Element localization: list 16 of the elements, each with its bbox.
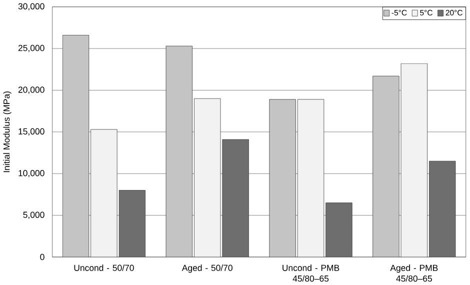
y-axis-title: Initial Modulus (MPa)	[3, 92, 12, 172]
y-tick-label: 25,000	[18, 44, 44, 52]
y-tick-label: 0	[40, 254, 44, 260]
x-tick-label: Aged - 50/70	[182, 264, 232, 273]
bar	[372, 76, 400, 258]
bar	[62, 35, 90, 258]
bar	[269, 99, 296, 258]
y-tick-label: 30,000	[18, 3, 44, 10]
y-tick-label: 15,000	[18, 128, 44, 136]
bar	[166, 46, 192, 258]
y-tick-label: 10,000	[18, 170, 44, 178]
x-tick-label: Uncond - 50/70	[74, 264, 134, 272]
y-tick-label: 20,000	[18, 86, 44, 94]
x-tick-label: Uncond - PMB 45/80–65	[282, 264, 340, 282]
x-tick-label: Aged - PMB 45/80–65	[390, 264, 438, 282]
y-tick-label: 5,000	[23, 212, 44, 219]
